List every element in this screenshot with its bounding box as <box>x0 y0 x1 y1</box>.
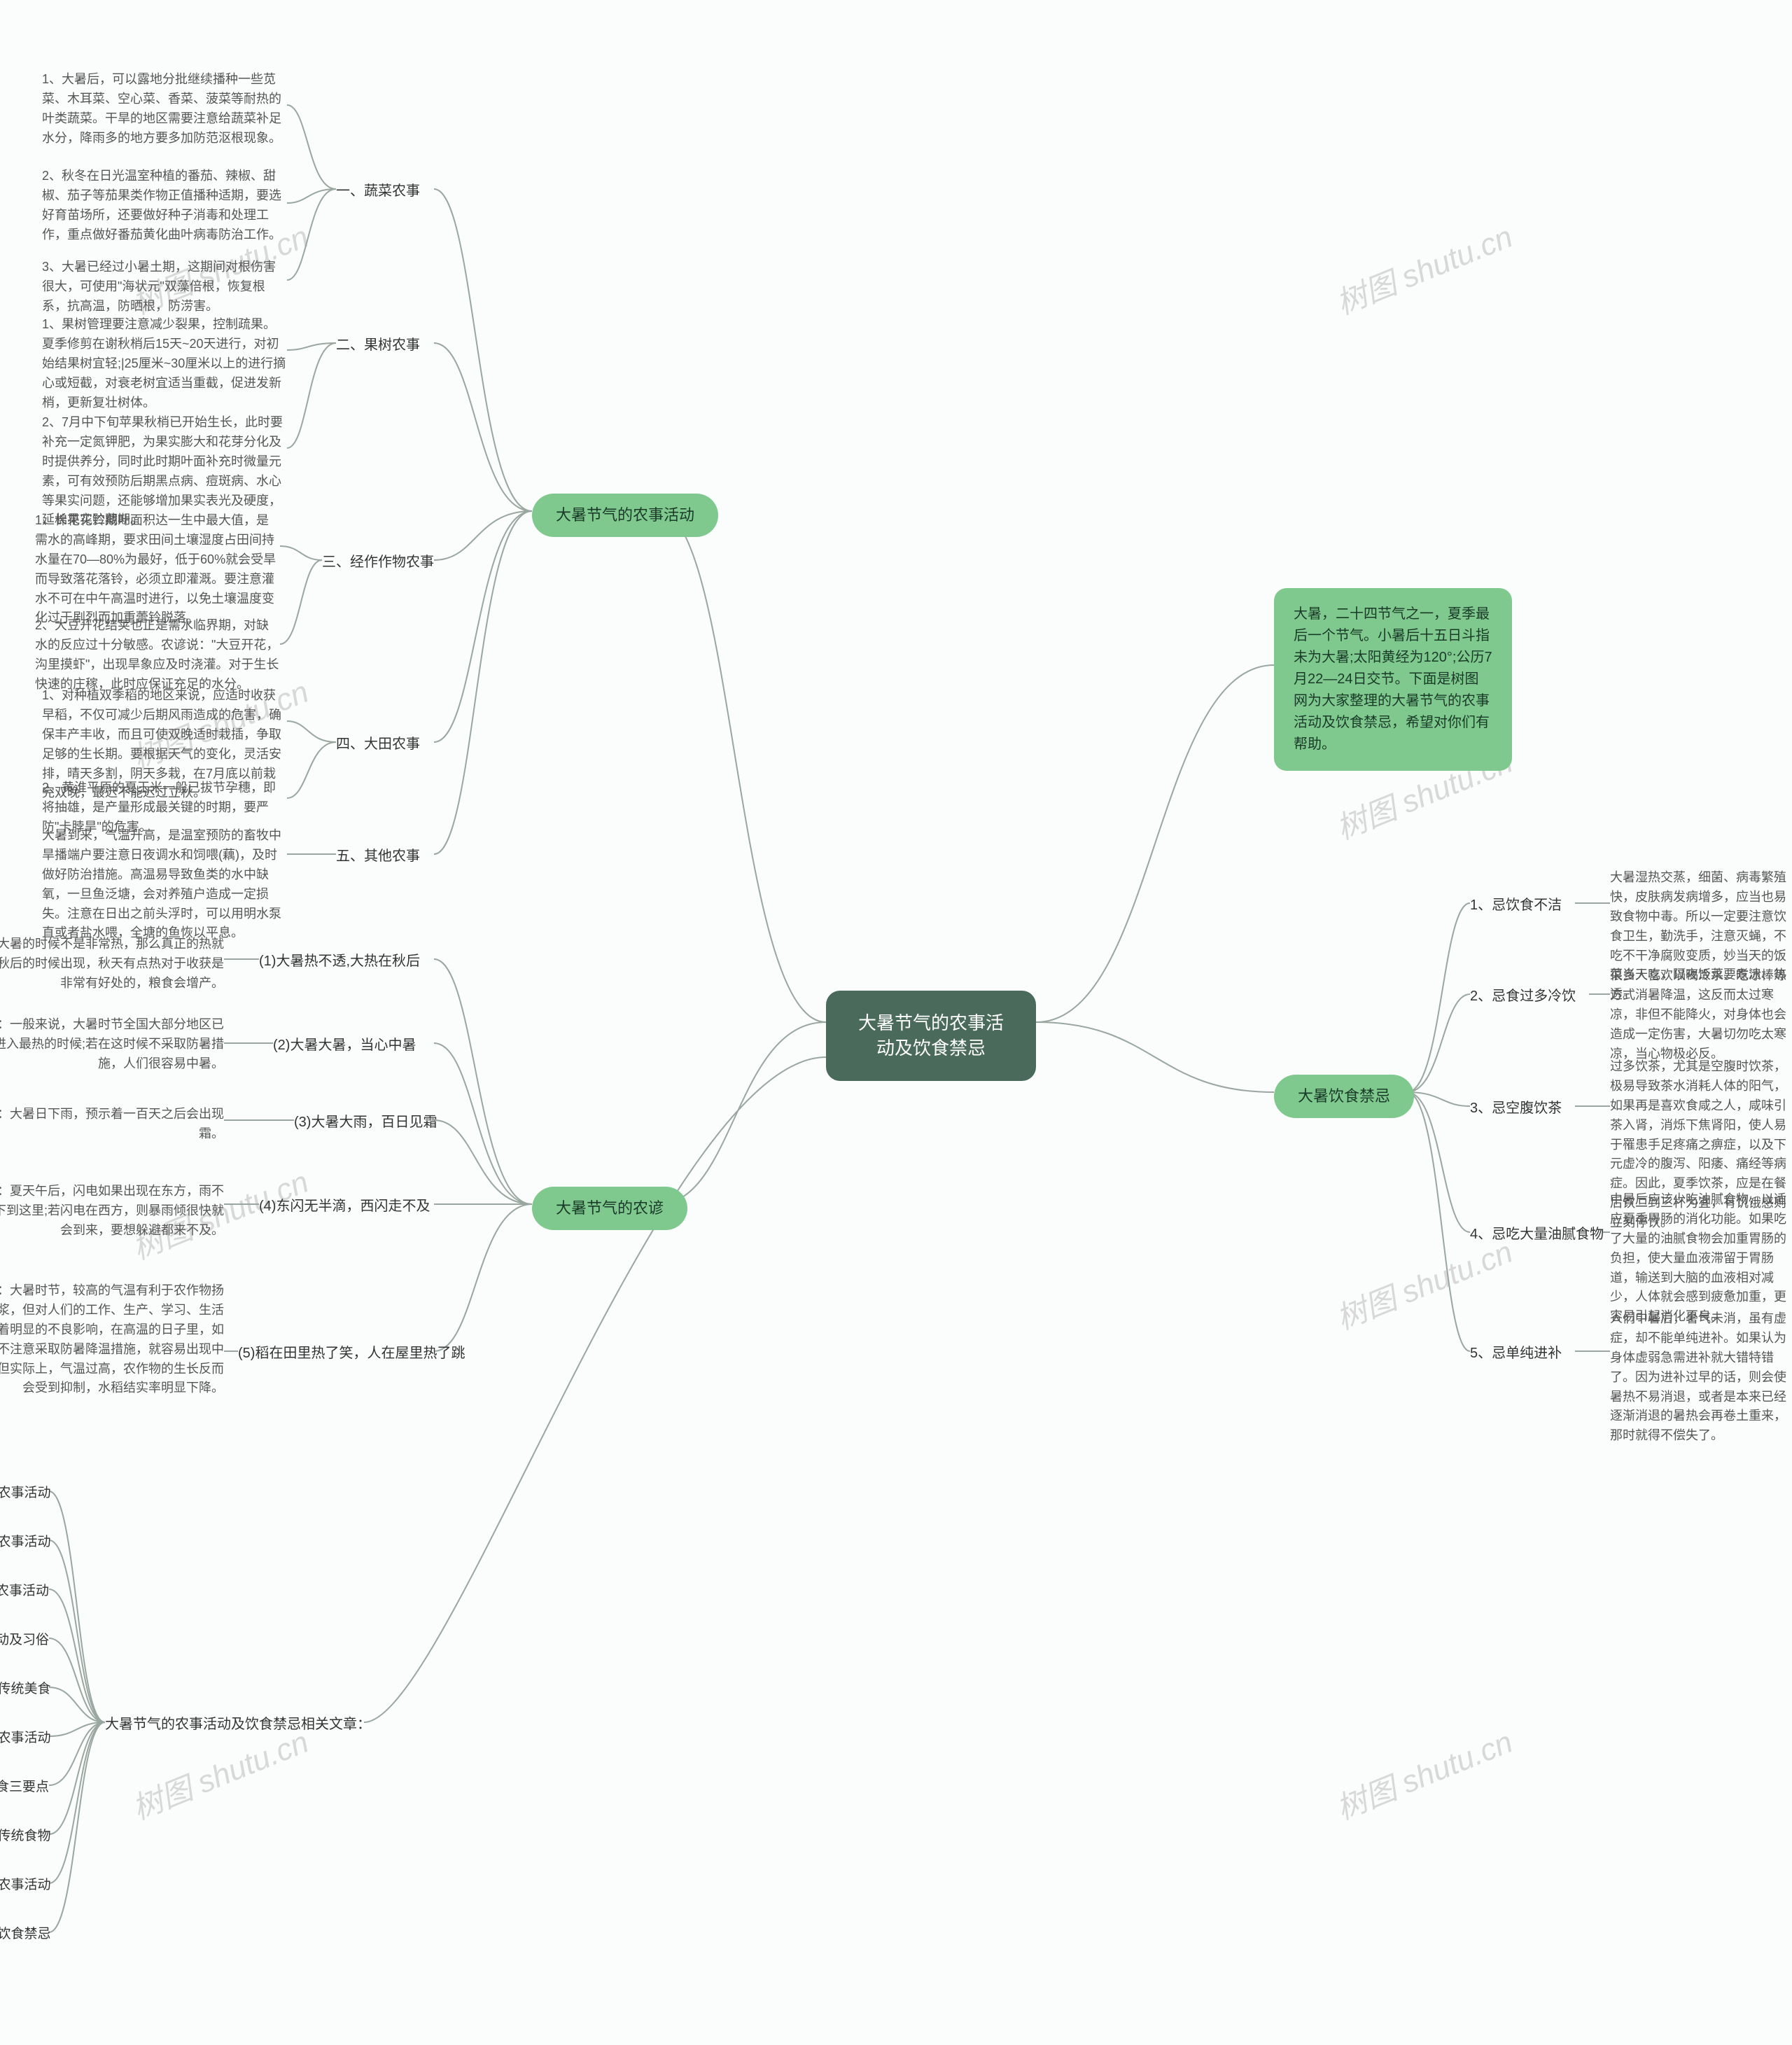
sub-fruit[interactable]: 二、果树农事 <box>336 335 420 356</box>
proverb-2-title[interactable]: (2)大暑大暑，当心中暑 <box>273 1035 416 1056</box>
description-node[interactable]: 大暑，二十四节气之一，夏季最后一个节气。小暑后十五日斗指未为大暑;太阳黄经为12… <box>1274 588 1512 771</box>
related-link-9[interactable]: ★ 2022小暑节气的传统美食及农事活动 <box>0 1875 49 1895</box>
taboo-5-title[interactable]: 5、忌单纯进补 <box>1470 1343 1562 1365</box>
proverb-4-text: 寓意：夏天午后，闪电如果出现在东方，雨不会下到这里;若闪电在西方，则暴雨倾很快就… <box>0 1182 224 1241</box>
related-link-5[interactable]: ★ 2022大暑节气的农事活动及传统美食 <box>0 1679 49 1699</box>
proverb-3-title[interactable]: (3)大暑大雨，百日见霜 <box>294 1112 437 1133</box>
proverb-5-text: 寓意：大暑时节，较高的气温有利于农作物扬花灌浆，但对人们的工作、生产、学习、生活… <box>0 1281 224 1398</box>
proverb-1-text: 如果大暑的时候不是非常热，那么真正的热就会在秋后的时候出现，秋天有点热对于收获是… <box>0 935 224 993</box>
leaf-f3a: 1、棉花花铃期叶面积达一生中最大值，是需水的高峰期，要求田间土壤湿度占田间持水量… <box>35 511 280 628</box>
leaf-f1a: 1、大暑后，可以露地分批继续播种一些苋菜、木耳菜、空心菜、香菜、菠菜等耐热的叶类… <box>42 70 287 148</box>
taboo-4-title[interactable]: 4、忌吃大量油腻食物 <box>1470 1224 1604 1245</box>
branch-taboo[interactable]: 大暑饮食禁忌 <box>1274 1075 1414 1118</box>
sub-field[interactable]: 四、大田农事 <box>336 734 420 755</box>
root-node[interactable]: 大暑节气的农事活动及饮食禁忌 <box>826 991 1036 1081</box>
related-link-10[interactable]: ★ 2022小暑节气的民俗活动及饮食禁忌 <box>0 1924 49 1944</box>
proverb-3-text: 寓意：大暑日下雨，预示着一百天之后会出现霜。 <box>0 1105 224 1144</box>
leaf-f1c: 3、大暑已经过小暑土期，这期间对根伤害很大，可使用"海状元"双藻倍根，恢复根系，… <box>42 258 287 316</box>
related-link-3[interactable]: ★ 2022大暑节气的食物及农事活动 <box>0 1581 49 1601</box>
leaf-f3b: 2、大豆开花结荚也正是需水临界期，对缺水的反应过十分敏感。农谚说："大豆开花，沟… <box>35 616 280 695</box>
branch-related[interactable]: 大暑节气的农事活动及饮食禁忌相关文章： <box>105 1714 371 1736</box>
related-link-4[interactable]: ★ 2022大暑节气的农事活动及习俗 <box>0 1630 49 1650</box>
taboo-1-title[interactable]: 1、忌饮食不洁 <box>1470 895 1562 916</box>
taboo-5-text: 人们中暑后，暑气未消，虽有虚症，却不能单纯进补。如果认为身体虚弱急需进补就大错特… <box>1610 1309 1792 1446</box>
watermark: 树图 shutu.cn <box>1329 211 1518 323</box>
proverb-1-title[interactable]: (1)大暑热不透,大热在秋后 <box>259 951 420 972</box>
proverb-5-title[interactable]: (5)稻在田里热了笑，人在屋里热了跳 <box>238 1343 465 1365</box>
leaf-f5: 大暑到来，气温升高，是温室预防的畜牧中旱播端户要注意日夜调水和饲喂(藕)，及时做… <box>42 826 287 943</box>
proverb-4-title[interactable]: (4)东闪无半滴，西闪走不及 <box>259 1196 430 1217</box>
sub-vegetable[interactable]: 一、蔬菜农事 <box>336 181 420 202</box>
sub-other[interactable]: 五、其他农事 <box>336 846 420 867</box>
watermark: 树图 shutu.cn <box>1329 1717 1518 1828</box>
taboo-2-text: 很多人喜欢以喝冷水、吃冰棒等方式消暑降温，这反而太过寒凉，非但不能降火，对身体也… <box>1610 966 1792 1063</box>
proverb-2-text: 寓意：一般来说，大暑时节全国大部分地区已进入最热的时候;若在这时候不采取防暑措施… <box>0 1015 224 1074</box>
leaf-f2a: 1、果树管理要注意减少裂果，控制疏果。夏季修剪在谢秋梢后15天~20天进行，对初… <box>42 315 287 412</box>
sub-crop[interactable]: 三、经作作物农事 <box>322 552 434 573</box>
branch-proverbs[interactable]: 大暑节气的农谚 <box>532 1187 687 1230</box>
related-link-1[interactable]: ★ 2022大暑节气的传统美食及农事活动 <box>0 1483 49 1503</box>
taboo-2-title[interactable]: 2、忌食过多冷饮 <box>1470 986 1576 1007</box>
related-link-6[interactable]: ★ 2022大暑节气的民间习俗及农事活动 <box>0 1728 49 1748</box>
taboo-3-title[interactable]: 3、忌空腹饮茶 <box>1470 1098 1562 1119</box>
branch-farming[interactable]: 大暑节气的农事活动 <box>532 494 718 537</box>
related-link-8[interactable]: ★ 2022小暑节气的饮食习俗及传统食物 <box>0 1826 49 1846</box>
leaf-f1b: 2、秋冬在日光温室种植的番茄、辣椒、甜椒、茄子等茄果类作物正值播种适期，要选好育… <box>42 167 287 245</box>
related-link-2[interactable]: ★ 2022大暑节气的传统食物及农事活动 <box>0 1532 49 1552</box>
related-link-7[interactable]: ★ 大暑节气饮食三要点 <box>0 1777 49 1797</box>
taboo-4-text: 中暑后应该少吃油腻食物，以适应夏季胃肠的消化功能。如果吃了大量的油腻食物会加重胃… <box>1610 1190 1792 1327</box>
